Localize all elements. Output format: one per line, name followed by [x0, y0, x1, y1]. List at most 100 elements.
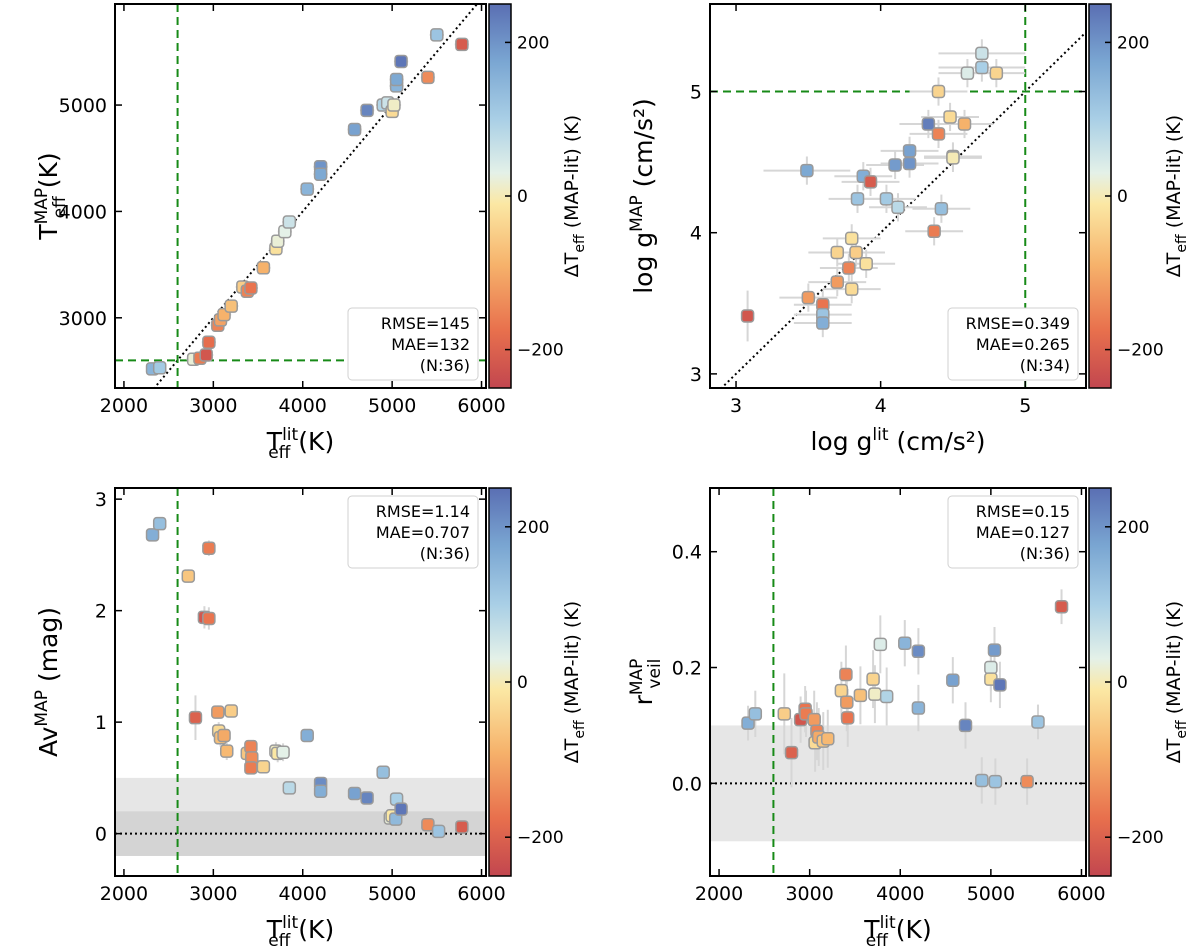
data-point [347, 786, 362, 801]
x-axis-label-sup: lit [282, 913, 298, 933]
y-tick-label: 1 [95, 712, 107, 734]
data-point [421, 817, 435, 832]
colorbar-label-base: ΔT [1163, 738, 1185, 763]
data-point [975, 773, 989, 788]
data-point [244, 761, 258, 775]
data-point [898, 636, 912, 650]
data-point [931, 127, 946, 141]
x-tick-label: 5000 [368, 883, 416, 905]
data-point [842, 261, 856, 275]
data-point [152, 361, 167, 375]
y-axis-label-unit: (mag) [34, 607, 63, 690]
data-point [202, 335, 216, 350]
stats-line: (N:36) [1020, 544, 1070, 563]
axes-frame [709, 3, 1087, 389]
data-point [984, 660, 998, 675]
y-tick-label: 0 [95, 824, 107, 846]
data-point [946, 673, 960, 688]
data-point [376, 765, 390, 780]
y-axis-label-base: T [34, 224, 63, 241]
axes-frame [114, 3, 487, 389]
stats-line: RMSE=0.15 [976, 502, 1070, 521]
stats-line: (N:36) [420, 356, 470, 375]
data-point [958, 718, 973, 733]
y-tick-label: 3 [690, 364, 702, 386]
stats-box: RMSE=0.15 MAE=0.127 (N:36) [947, 495, 1079, 569]
data-point [152, 516, 167, 531]
stats-box: RMSE=0.349 MAE=0.265 (N:34) [947, 307, 1079, 381]
colorbar-label: ΔTeff (MAP-lit) (K) [1163, 601, 1190, 763]
x-tick-label: 3000 [189, 395, 237, 417]
stats-line: RMSE=1.14 [376, 502, 470, 521]
data-point [927, 224, 941, 239]
data-point [934, 201, 949, 216]
one-to-one-line [720, 30, 1086, 388]
x-tick-label: 4 [875, 395, 887, 417]
colorbar-label-rest: (MAP-lit) (K) [1163, 115, 1185, 234]
stats-line: RMSE=145 [381, 314, 470, 333]
colorbar-tick-label: 200 [1117, 33, 1149, 53]
data-point [1020, 774, 1034, 789]
data-point [300, 182, 314, 196]
data-point [960, 66, 975, 80]
data-point [347, 122, 362, 137]
y-tick-label: 4000 [59, 201, 107, 223]
y-axis-label-base: log g [629, 232, 658, 294]
data-point [313, 784, 328, 799]
y-axis-label: rMAPveil [627, 659, 665, 706]
colorbar-tick-label: −200 [1117, 828, 1164, 848]
data-point [430, 28, 444, 42]
data-point [1031, 715, 1045, 729]
panel-logg: RMSE=0.349 MAE=0.265 (N:34) 3 4 5 3 4 5 log glit … [627, 3, 1190, 456]
y-axis-label-unit: (cm/s²) [629, 98, 658, 195]
data-point [993, 678, 1007, 692]
colorbar-tick-label: −200 [1117, 341, 1164, 361]
x-axis-label-sup: lit [282, 425, 298, 445]
data-point [276, 745, 290, 759]
y-axis-label-unit: (K) [34, 152, 63, 196]
colorbar: −200 0 200 ΔTeff (MAP-lit) (K) [1088, 3, 1190, 389]
data-point [957, 117, 972, 131]
data-point [987, 643, 1002, 657]
x-axis-label: Tlit eff (K) [266, 425, 334, 463]
data-point [199, 348, 213, 362]
data-point [188, 710, 203, 725]
x-tick-label: 5 [1019, 395, 1031, 417]
x-tick-label: 3 [730, 395, 742, 417]
stats-box-bg [347, 495, 479, 569]
data-point [455, 820, 469, 834]
x-tick-label: 4000 [876, 883, 924, 905]
x-tick-label: 6000 [457, 395, 505, 417]
x-tick-label: 2000 [695, 883, 743, 905]
x-axis-label-base: T [266, 915, 283, 944]
data-point [389, 72, 404, 87]
colorbar-label-rest: (MAP-lit) (K) [561, 115, 583, 234]
data-point [988, 774, 1003, 789]
stats-box: RMSE=1.14 MAE=0.707 (N:36) [347, 495, 479, 569]
axes-frame [709, 487, 1087, 877]
data-point [1054, 599, 1069, 614]
data-point [921, 117, 936, 131]
x-tick-label: 4000 [279, 395, 327, 417]
stats-line: (N:34) [1020, 356, 1070, 375]
data-point [879, 689, 894, 704]
stats-line: MAE=0.265 [976, 335, 1070, 354]
colorbar-tick-label: 200 [517, 518, 549, 538]
colorbar-tick-label: −200 [517, 341, 564, 361]
data-point [455, 37, 469, 52]
stats-line: MAE=0.127 [976, 523, 1070, 542]
data-point [145, 528, 160, 542]
colorbar-label-base: ΔT [561, 252, 583, 277]
axes-frame [114, 487, 487, 877]
data-point [181, 569, 196, 583]
colorbar-tick-label: 0 [1117, 187, 1128, 207]
data-point [840, 695, 854, 710]
data-point [801, 290, 816, 305]
stats-box: RMSE=145 MAE=132 (N:36) [347, 307, 479, 381]
plot-area-teff [115, 4, 486, 388]
data-point [256, 261, 271, 275]
